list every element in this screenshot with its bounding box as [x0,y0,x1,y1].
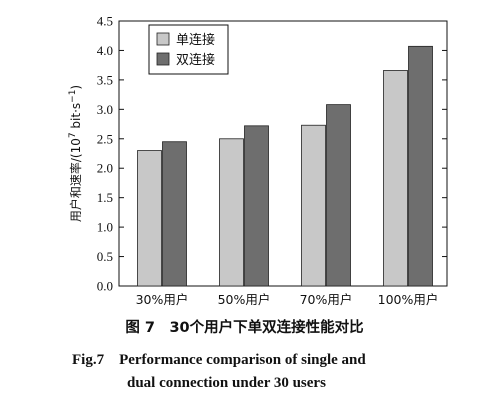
plot-area: 0.00.51.01.52.02.53.03.54.04.5用户和速率/(107… [68,14,448,307]
y-tick-label: 3.0 [97,102,113,117]
y-axis-label-part: 用户和速率/(10 [68,138,83,222]
bar-dual-1 [244,125,269,287]
y-axis-label-part: bit·s [69,103,83,133]
y-tick-label: 2.5 [97,131,113,146]
y-tick-label: 4.5 [97,14,113,29]
y-tick-label: 0.0 [97,279,113,294]
y-axis-label: 用户和速率/(107 bit·s−1) [68,85,83,222]
caption-english-line2: dual connection under 30 users [127,375,326,391]
bar-dual-3 [408,45,433,287]
x-tick-label: 70%用户 [300,292,353,307]
bar-single-2 [301,124,326,287]
bar-dual-2 [326,104,351,287]
caption-chinese: 图 7 30个用户下单双连接性能对比 [125,320,364,336]
bar-single-0 [137,150,162,287]
y-tick-label: 3.5 [97,72,113,87]
y-axis-label-part: ) [69,85,83,90]
y-tick-label: 0.5 [97,249,113,264]
legend-swatch-0 [156,32,170,46]
legend-swatch-1 [156,52,170,66]
bar-dual-0 [162,141,187,287]
y-tick-label: 4.0 [97,43,113,58]
y-axis-label-part: 7 [68,132,78,138]
y-tick-label: 1.0 [97,220,113,235]
bar-single-1 [219,138,244,287]
bar-single-3 [383,70,408,287]
bar-chart: 0.00.51.01.52.02.53.03.54.04.5用户和速率/(107… [68,14,448,307]
x-tick-label: 100%用户 [378,292,439,307]
x-tick-label: 50%用户 [218,292,271,307]
legend-label-0: 单连接 [176,32,215,48]
plot-frame [118,20,448,287]
y-axis-label-part: −1 [68,90,78,103]
caption-english-line1: Fig.7 Performance comparison of single a… [72,352,366,368]
x-tick-label: 30%用户 [136,292,189,307]
legend-label-1: 双连接 [176,52,215,68]
y-tick-label: 1.5 [97,190,113,205]
y-tick-label: 2.0 [97,161,113,176]
